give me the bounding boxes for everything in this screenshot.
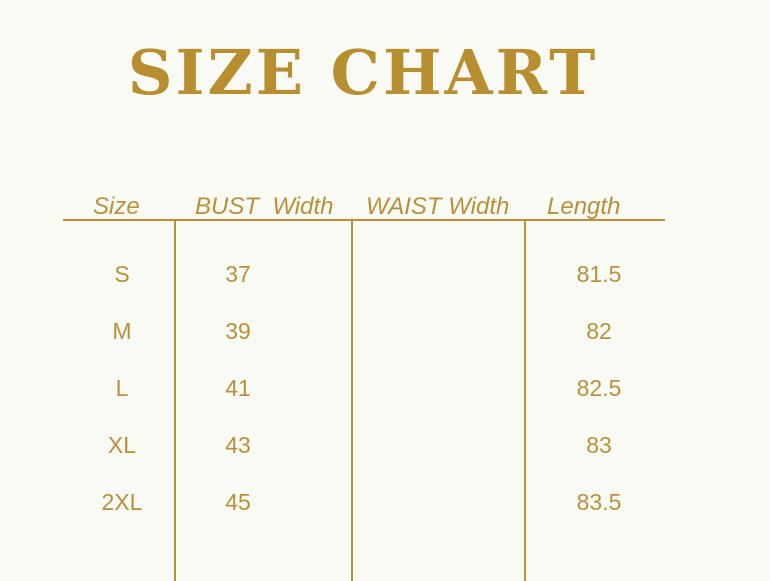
- cell-length: 83: [586, 432, 612, 458]
- header-divider: [63, 219, 665, 221]
- page-title: SIZE CHART: [127, 36, 599, 109]
- header-length: Length: [547, 193, 621, 220]
- cell-length: 83.5: [576, 489, 622, 515]
- cell-size: S: [114, 261, 130, 287]
- cell-bust: 45: [225, 489, 251, 515]
- cell-length: 82.5: [576, 375, 622, 401]
- cell-length: 82: [586, 318, 612, 344]
- cell-bust: 37: [225, 261, 251, 287]
- cell-bust: 41: [225, 375, 251, 401]
- header-bust: BUST Width: [195, 193, 334, 220]
- cell-size: XL: [107, 432, 137, 458]
- column-divider: [524, 221, 526, 581]
- cell-length: 81.5: [576, 261, 622, 287]
- header-size: Size: [93, 193, 140, 220]
- cell-size: 2XL: [101, 489, 143, 515]
- cell-size: M: [112, 318, 132, 344]
- header-waist: WAIST Width: [366, 193, 510, 220]
- cell-bust: 39: [225, 318, 251, 344]
- cell-size: L: [115, 375, 129, 401]
- cell-bust: 43: [225, 432, 251, 458]
- column-divider: [351, 221, 353, 581]
- column-divider: [174, 221, 176, 581]
